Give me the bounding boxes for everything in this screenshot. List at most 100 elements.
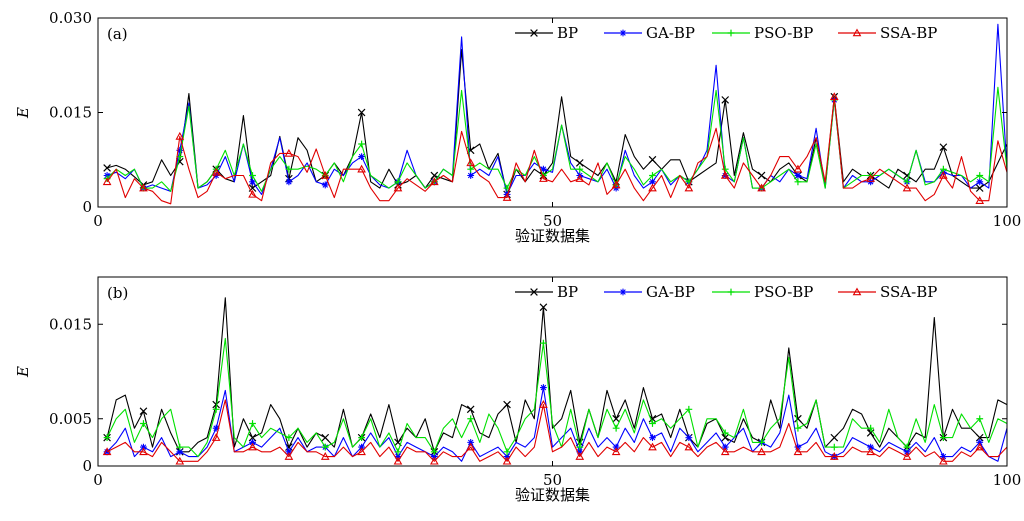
data-point-ga-bp bbox=[249, 178, 256, 186]
data-point-ssa-bp bbox=[502, 193, 512, 201]
data-point-ga-bp bbox=[939, 453, 947, 460]
data-point-pso-bp bbox=[576, 443, 584, 451]
data-point-ga-bp bbox=[430, 453, 438, 460]
data-point-ssa-bp bbox=[975, 196, 985, 204]
data-point-ssa-bp bbox=[248, 189, 257, 198]
data-point-pso-bp bbox=[394, 448, 402, 456]
data-point-ssa-bp bbox=[284, 452, 294, 460]
data-point-pso-bp bbox=[103, 434, 111, 442]
data-point-ga-bp bbox=[576, 448, 584, 456]
data-point-ga-bp bbox=[721, 443, 729, 451]
data-point-ga-bp bbox=[176, 448, 184, 456]
data-point-ssa-bp bbox=[975, 442, 985, 451]
data-point-pso-bp bbox=[503, 448, 511, 456]
data-point-bp bbox=[721, 96, 730, 104]
legend-marker bbox=[727, 29, 735, 37]
data-point-ga-bp bbox=[794, 172, 802, 179]
y-tick-label: 0.015 bbox=[49, 315, 92, 333]
data-point-ssa-bp bbox=[429, 177, 439, 186]
chart-panel: 0 0.015 0.030 0 50 100 (a) 验证数据集 E BP GA-BP PSO-BP S… bbox=[14, 9, 1021, 245]
legend-label: SSA-BP bbox=[880, 24, 937, 42]
data-point-ssa-bp bbox=[902, 452, 912, 460]
data-point-ga-bp bbox=[867, 443, 875, 451]
legend-label: SSA-BP bbox=[880, 283, 937, 301]
data-point-bp bbox=[721, 433, 730, 442]
data-point-pso-bp bbox=[612, 424, 620, 432]
chart-panel: 0 0.005 0.015 0 50 100 (b) 验证数据集 E BP GA-BP PSO-BP S… bbox=[14, 276, 1021, 504]
legend-marker bbox=[619, 29, 627, 37]
data-point-pso-bp bbox=[249, 420, 256, 427]
data-point-ga-bp bbox=[103, 448, 111, 456]
data-point-pso-bp bbox=[830, 443, 838, 451]
data-point-ssa-bp bbox=[939, 456, 948, 465]
data-point-ssa-bp bbox=[684, 442, 694, 451]
y-tick-label: 0.030 bbox=[49, 9, 92, 27]
data-point-ssa-bp bbox=[357, 447, 366, 456]
data-point-ssa-bp bbox=[466, 442, 476, 451]
data-point-pso-bp bbox=[576, 165, 584, 173]
data-point-ga-bp bbox=[358, 443, 366, 451]
data-point-ga-bp bbox=[649, 178, 656, 186]
data-point-ssa-bp bbox=[648, 442, 657, 451]
data-point-ssa-bp bbox=[829, 92, 839, 101]
series-line-ga-bp bbox=[106, 387, 1007, 462]
data-point-ga-bp bbox=[685, 434, 693, 442]
x-tick-label: 0 bbox=[93, 471, 103, 489]
data-point-pso-bp bbox=[358, 140, 366, 148]
data-point-pso-bp bbox=[976, 415, 984, 423]
panel-label: (a) bbox=[107, 25, 128, 43]
data-point-ssa-bp bbox=[757, 183, 766, 192]
data-point-bp bbox=[975, 184, 984, 192]
data-point-bp bbox=[503, 400, 511, 409]
data-point-ssa-bp bbox=[684, 183, 694, 192]
series-group bbox=[102, 297, 1007, 465]
series-line-ssa-bp bbox=[106, 96, 1007, 205]
data-point-ga-bp bbox=[540, 165, 547, 173]
data-point-pso-bp bbox=[939, 434, 947, 442]
data-point-bp bbox=[103, 164, 111, 172]
data-point-pso-bp bbox=[540, 339, 547, 347]
data-point-pso-bp bbox=[249, 172, 256, 179]
series-line-pso-bp bbox=[106, 337, 1007, 458]
data-point-ssa-bp bbox=[466, 158, 476, 167]
legend-marker bbox=[852, 287, 862, 296]
data-point-bp bbox=[466, 405, 475, 414]
data-point-ssa-bp bbox=[866, 174, 875, 182]
x-axis-label: 验证数据集 bbox=[515, 486, 590, 504]
y-axis-label: E bbox=[14, 107, 32, 119]
data-point-ga-bp bbox=[540, 384, 547, 391]
series-line-ga-bp bbox=[106, 23, 1007, 195]
data-point-ssa-bp bbox=[902, 183, 912, 192]
data-point-ssa-bp bbox=[648, 183, 657, 192]
x-tick-label: 50 bbox=[543, 471, 562, 489]
legend-label: BP bbox=[557, 24, 578, 42]
data-point-pso-bp bbox=[685, 405, 693, 413]
data-point-bp bbox=[830, 433, 839, 442]
legend-label: BP bbox=[557, 283, 578, 301]
data-point-ga-bp bbox=[467, 438, 475, 446]
x-tick-label: 100 bbox=[993, 212, 1022, 230]
series-line-ssa-bp bbox=[106, 399, 1007, 462]
legend-label: PSO-BP bbox=[754, 24, 813, 42]
data-point-ssa-bp bbox=[102, 447, 112, 456]
data-point-ssa-bp bbox=[139, 183, 148, 192]
legend-label: PSO-BP bbox=[754, 283, 813, 301]
data-point-ssa-bp bbox=[175, 456, 185, 465]
legend-marker bbox=[530, 288, 538, 296]
data-point-ssa-bp bbox=[211, 167, 221, 176]
data-point-ssa-bp bbox=[793, 164, 803, 173]
data-point-bp bbox=[212, 400, 220, 409]
data-point-ssa-bp bbox=[720, 170, 730, 179]
data-point-bp bbox=[612, 414, 620, 423]
data-point-ssa-bp bbox=[393, 456, 403, 465]
data-point-ssa-bp bbox=[829, 452, 839, 460]
data-point-ssa-bp bbox=[393, 183, 403, 192]
data-point-ga-bp bbox=[285, 178, 293, 186]
data-point-ssa-bp bbox=[320, 170, 330, 179]
series-line-pso-bp bbox=[106, 86, 1007, 192]
data-point-ssa-bp bbox=[175, 131, 185, 140]
data-point-bp bbox=[139, 407, 148, 416]
data-point-ssa-bp bbox=[611, 447, 621, 456]
data-point-ssa-bp bbox=[539, 400, 548, 408]
data-point-ga-bp bbox=[140, 443, 147, 451]
